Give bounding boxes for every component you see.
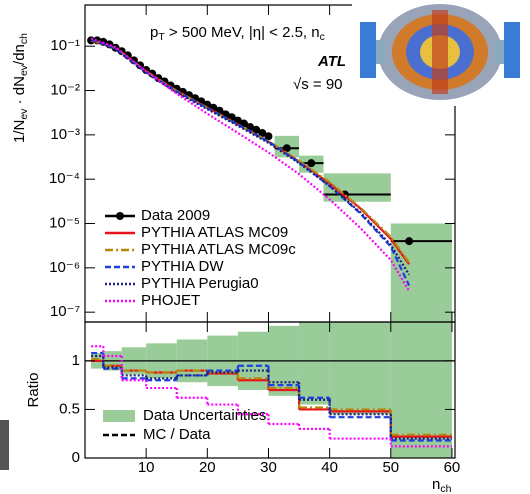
x-tick-label: 20 [199, 459, 216, 476]
x-tick-label: 60 [444, 459, 461, 476]
annotation-part: c [320, 31, 325, 43]
y-tick-label: 10⁻² [50, 81, 80, 98]
y-tick-label: 10⁻⁴ [49, 170, 80, 187]
annotation: pT > 500 MeV, |η| < 2.5, nc [150, 24, 325, 43]
data-point [264, 132, 273, 141]
data-point [282, 144, 291, 153]
uncertainty-band [390, 223, 452, 322]
legend-marker [116, 212, 124, 220]
y-axis-label-part: ev [18, 108, 30, 120]
y-tick-label: 0.5 [59, 400, 80, 417]
data-point [240, 119, 249, 128]
annotation-part: ATL [317, 53, 346, 70]
legend-label: PYTHIA Perugia0 [141, 275, 259, 292]
x-axis-label: nch [432, 476, 452, 494]
edge-artifact [0, 420, 9, 470]
y-axis-label: 1/Nev · dNev/dnch [11, 33, 30, 143]
legend-label: Data 2009 [141, 207, 210, 224]
legend-label: PYTHIA ATLAS MC09c [141, 241, 296, 258]
y-tick-label: 10⁻⁵ [49, 214, 80, 231]
annotation-part: √s = 90 [293, 76, 343, 93]
annotation-part: p [150, 24, 158, 41]
data-point [258, 129, 267, 138]
x-tick-label: 10 [138, 459, 155, 476]
annotation: √s = 90 [293, 76, 343, 93]
series-line [90, 37, 411, 292]
y-axis-label: Ratio [25, 372, 42, 407]
uncertainty-band [329, 322, 391, 415]
annotation-part: > 500 MeV, |η| < 2.5, n [165, 24, 320, 41]
legend-label: PHOJET [141, 292, 200, 309]
detector-image [352, 0, 530, 106]
x-axis-label-part: n [432, 476, 440, 493]
y-axis-label-part: ev [18, 64, 30, 76]
y-axis-label-part: /dn [11, 44, 28, 65]
data-point [307, 159, 316, 168]
annotation-part: T [158, 31, 165, 43]
legend-label: MC / Data [143, 426, 211, 443]
legend-label: PYTHIA DW [141, 258, 224, 275]
bottom-frame [84, 321, 456, 459]
data-point [405, 237, 414, 246]
x-tick-label: 30 [260, 459, 277, 476]
x-tick-label: 50 [382, 459, 399, 476]
y-tick-label: 10⁻¹ [50, 37, 80, 54]
series-line [90, 39, 410, 264]
y-axis-label-part: · dN [11, 76, 28, 109]
y-tick-label: 0 [72, 449, 80, 466]
uncertainty-band [299, 322, 330, 405]
top-data [87, 36, 452, 322]
legend-swatch [103, 410, 135, 422]
x-tick-label: 40 [321, 459, 338, 476]
data-point [252, 125, 261, 134]
y-tick-label: 10⁻⁶ [49, 259, 80, 276]
y-tick-label: 10⁻⁷ [50, 303, 80, 320]
annotation: ATL [317, 53, 346, 70]
y-tick-label: 10⁻³ [50, 126, 80, 143]
y-axis-label-part: ch [18, 33, 30, 44]
bottom-data [85, 322, 455, 458]
y-tick-label: 1 [72, 352, 80, 369]
series-line [90, 38, 411, 276]
legend-label: PYTHIA ATLAS MC09 [141, 224, 288, 241]
legend-label: Data Uncertainties [143, 407, 266, 424]
x-axis-label-part: ch [440, 483, 451, 494]
y-axis-label-part: 1/N [11, 120, 28, 143]
